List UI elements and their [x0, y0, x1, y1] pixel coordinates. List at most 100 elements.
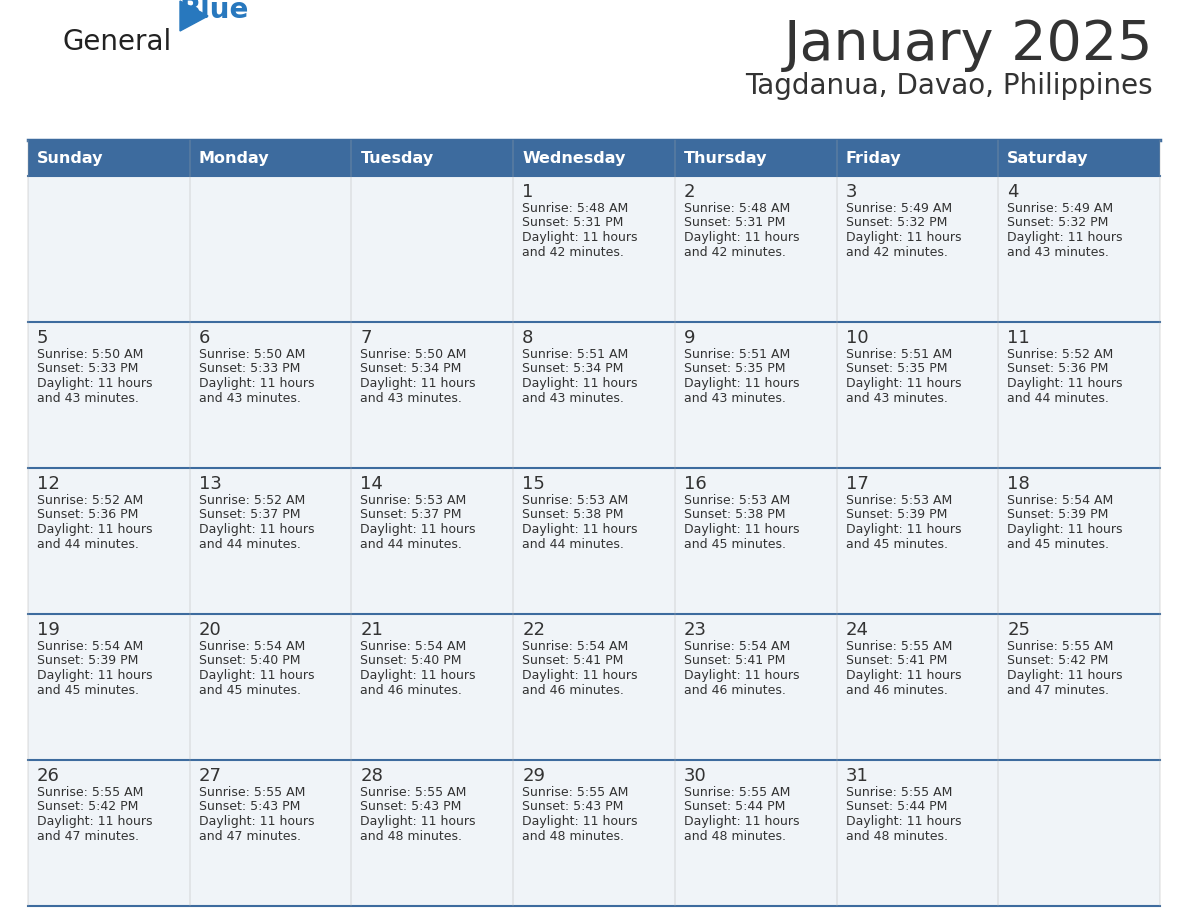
Text: Daylight: 11 hours: Daylight: 11 hours [846, 231, 961, 244]
Text: Sunrise: 5:55 AM: Sunrise: 5:55 AM [1007, 640, 1113, 653]
Text: Daylight: 11 hours: Daylight: 11 hours [37, 523, 152, 536]
Text: Daylight: 11 hours: Daylight: 11 hours [684, 231, 800, 244]
Bar [998, 614, 1159, 760]
Text: and 48 minutes.: and 48 minutes. [684, 830, 785, 843]
Bar [29, 760, 190, 906]
Text: 8: 8 [523, 329, 533, 347]
Text: Sunset: 5:33 PM: Sunset: 5:33 PM [198, 363, 301, 375]
Text: Sunset: 5:32 PM: Sunset: 5:32 PM [846, 217, 947, 230]
Text: Sunrise: 5:54 AM: Sunrise: 5:54 AM [523, 640, 628, 653]
Text: Sunset: 5:34 PM: Sunset: 5:34 PM [360, 363, 462, 375]
Text: 20: 20 [198, 621, 221, 639]
Text: Sunset: 5:38 PM: Sunset: 5:38 PM [523, 509, 624, 521]
Text: Sunset: 5:33 PM: Sunset: 5:33 PM [37, 363, 138, 375]
Text: Sunrise: 5:53 AM: Sunrise: 5:53 AM [523, 494, 628, 507]
Bar [836, 176, 998, 322]
Text: Daylight: 11 hours: Daylight: 11 hours [846, 815, 961, 828]
Text: Sunset: 5:38 PM: Sunset: 5:38 PM [684, 509, 785, 521]
Bar [513, 322, 675, 468]
Text: and 44 minutes.: and 44 minutes. [37, 538, 139, 551]
Text: Sunset: 5:43 PM: Sunset: 5:43 PM [523, 800, 624, 813]
Text: Sunset: 5:35 PM: Sunset: 5:35 PM [846, 363, 947, 375]
Text: Daylight: 11 hours: Daylight: 11 hours [37, 815, 152, 828]
Bar [190, 468, 352, 614]
Text: 9: 9 [684, 329, 695, 347]
Bar [675, 614, 836, 760]
Bar [352, 176, 513, 322]
Text: Sunset: 5:44 PM: Sunset: 5:44 PM [684, 800, 785, 813]
Text: 11: 11 [1007, 329, 1030, 347]
Text: Daylight: 11 hours: Daylight: 11 hours [198, 377, 314, 390]
Text: 2: 2 [684, 183, 695, 201]
Text: Sunset: 5:36 PM: Sunset: 5:36 PM [37, 509, 138, 521]
Text: Sunrise: 5:53 AM: Sunrise: 5:53 AM [684, 494, 790, 507]
Text: Daylight: 11 hours: Daylight: 11 hours [1007, 377, 1123, 390]
Text: and 43 minutes.: and 43 minutes. [523, 391, 624, 405]
Text: Daylight: 11 hours: Daylight: 11 hours [37, 669, 152, 682]
Text: Sunset: 5:37 PM: Sunset: 5:37 PM [360, 509, 462, 521]
Text: Daylight: 11 hours: Daylight: 11 hours [684, 523, 800, 536]
Text: Sunset: 5:35 PM: Sunset: 5:35 PM [684, 363, 785, 375]
Text: 21: 21 [360, 621, 384, 639]
Bar [513, 614, 675, 760]
Text: 30: 30 [684, 767, 707, 785]
Text: Daylight: 11 hours: Daylight: 11 hours [846, 377, 961, 390]
Text: Tuesday: Tuesday [360, 151, 434, 165]
Text: Daylight: 11 hours: Daylight: 11 hours [523, 669, 638, 682]
Text: Sunrise: 5:50 AM: Sunrise: 5:50 AM [37, 348, 144, 361]
Text: Sunset: 5:43 PM: Sunset: 5:43 PM [360, 800, 462, 813]
Text: Daylight: 11 hours: Daylight: 11 hours [523, 231, 638, 244]
Text: Sunrise: 5:54 AM: Sunrise: 5:54 AM [360, 640, 467, 653]
Bar [836, 468, 998, 614]
Text: and 43 minutes.: and 43 minutes. [684, 391, 785, 405]
Text: 22: 22 [523, 621, 545, 639]
Text: Sunset: 5:34 PM: Sunset: 5:34 PM [523, 363, 624, 375]
Text: Sunset: 5:39 PM: Sunset: 5:39 PM [846, 509, 947, 521]
Text: Sunset: 5:37 PM: Sunset: 5:37 PM [198, 509, 301, 521]
Text: Daylight: 11 hours: Daylight: 11 hours [684, 669, 800, 682]
Text: Daylight: 11 hours: Daylight: 11 hours [846, 523, 961, 536]
Bar [513, 760, 675, 906]
Bar [352, 322, 513, 468]
Text: 1: 1 [523, 183, 533, 201]
Text: Sunday: Sunday [37, 151, 103, 165]
Text: 13: 13 [198, 475, 222, 493]
Text: Daylight: 11 hours: Daylight: 11 hours [198, 523, 314, 536]
Text: Daylight: 11 hours: Daylight: 11 hours [846, 669, 961, 682]
Text: 27: 27 [198, 767, 222, 785]
Bar [190, 322, 352, 468]
Text: and 43 minutes.: and 43 minutes. [198, 391, 301, 405]
Text: Sunrise: 5:55 AM: Sunrise: 5:55 AM [684, 786, 790, 799]
Text: Sunset: 5:40 PM: Sunset: 5:40 PM [360, 655, 462, 667]
Text: Sunset: 5:36 PM: Sunset: 5:36 PM [1007, 363, 1108, 375]
Bar [675, 760, 836, 906]
Text: Sunrise: 5:52 AM: Sunrise: 5:52 AM [37, 494, 144, 507]
Text: Daylight: 11 hours: Daylight: 11 hours [198, 669, 314, 682]
Text: and 48 minutes.: and 48 minutes. [360, 830, 462, 843]
Text: Daylight: 11 hours: Daylight: 11 hours [1007, 523, 1123, 536]
Bar [675, 176, 836, 322]
Bar [352, 468, 513, 614]
Bar [190, 760, 352, 906]
Text: Sunrise: 5:51 AM: Sunrise: 5:51 AM [523, 348, 628, 361]
Text: Sunset: 5:41 PM: Sunset: 5:41 PM [846, 655, 947, 667]
Text: 19: 19 [37, 621, 59, 639]
Text: Sunrise: 5:50 AM: Sunrise: 5:50 AM [360, 348, 467, 361]
Text: Sunset: 5:31 PM: Sunset: 5:31 PM [684, 217, 785, 230]
Text: Daylight: 11 hours: Daylight: 11 hours [684, 815, 800, 828]
Bar [352, 760, 513, 906]
Text: Sunrise: 5:51 AM: Sunrise: 5:51 AM [684, 348, 790, 361]
Bar [836, 760, 998, 906]
Bar [675, 322, 836, 468]
Bar [513, 140, 675, 176]
Text: 12: 12 [37, 475, 59, 493]
Text: 6: 6 [198, 329, 210, 347]
Text: 18: 18 [1007, 475, 1030, 493]
Text: Sunset: 5:44 PM: Sunset: 5:44 PM [846, 800, 947, 813]
Text: and 42 minutes.: and 42 minutes. [523, 245, 624, 259]
Text: 16: 16 [684, 475, 707, 493]
Text: Daylight: 11 hours: Daylight: 11 hours [523, 815, 638, 828]
Bar [836, 614, 998, 760]
Text: and 46 minutes.: and 46 minutes. [684, 684, 785, 697]
Text: Sunrise: 5:49 AM: Sunrise: 5:49 AM [1007, 202, 1113, 215]
